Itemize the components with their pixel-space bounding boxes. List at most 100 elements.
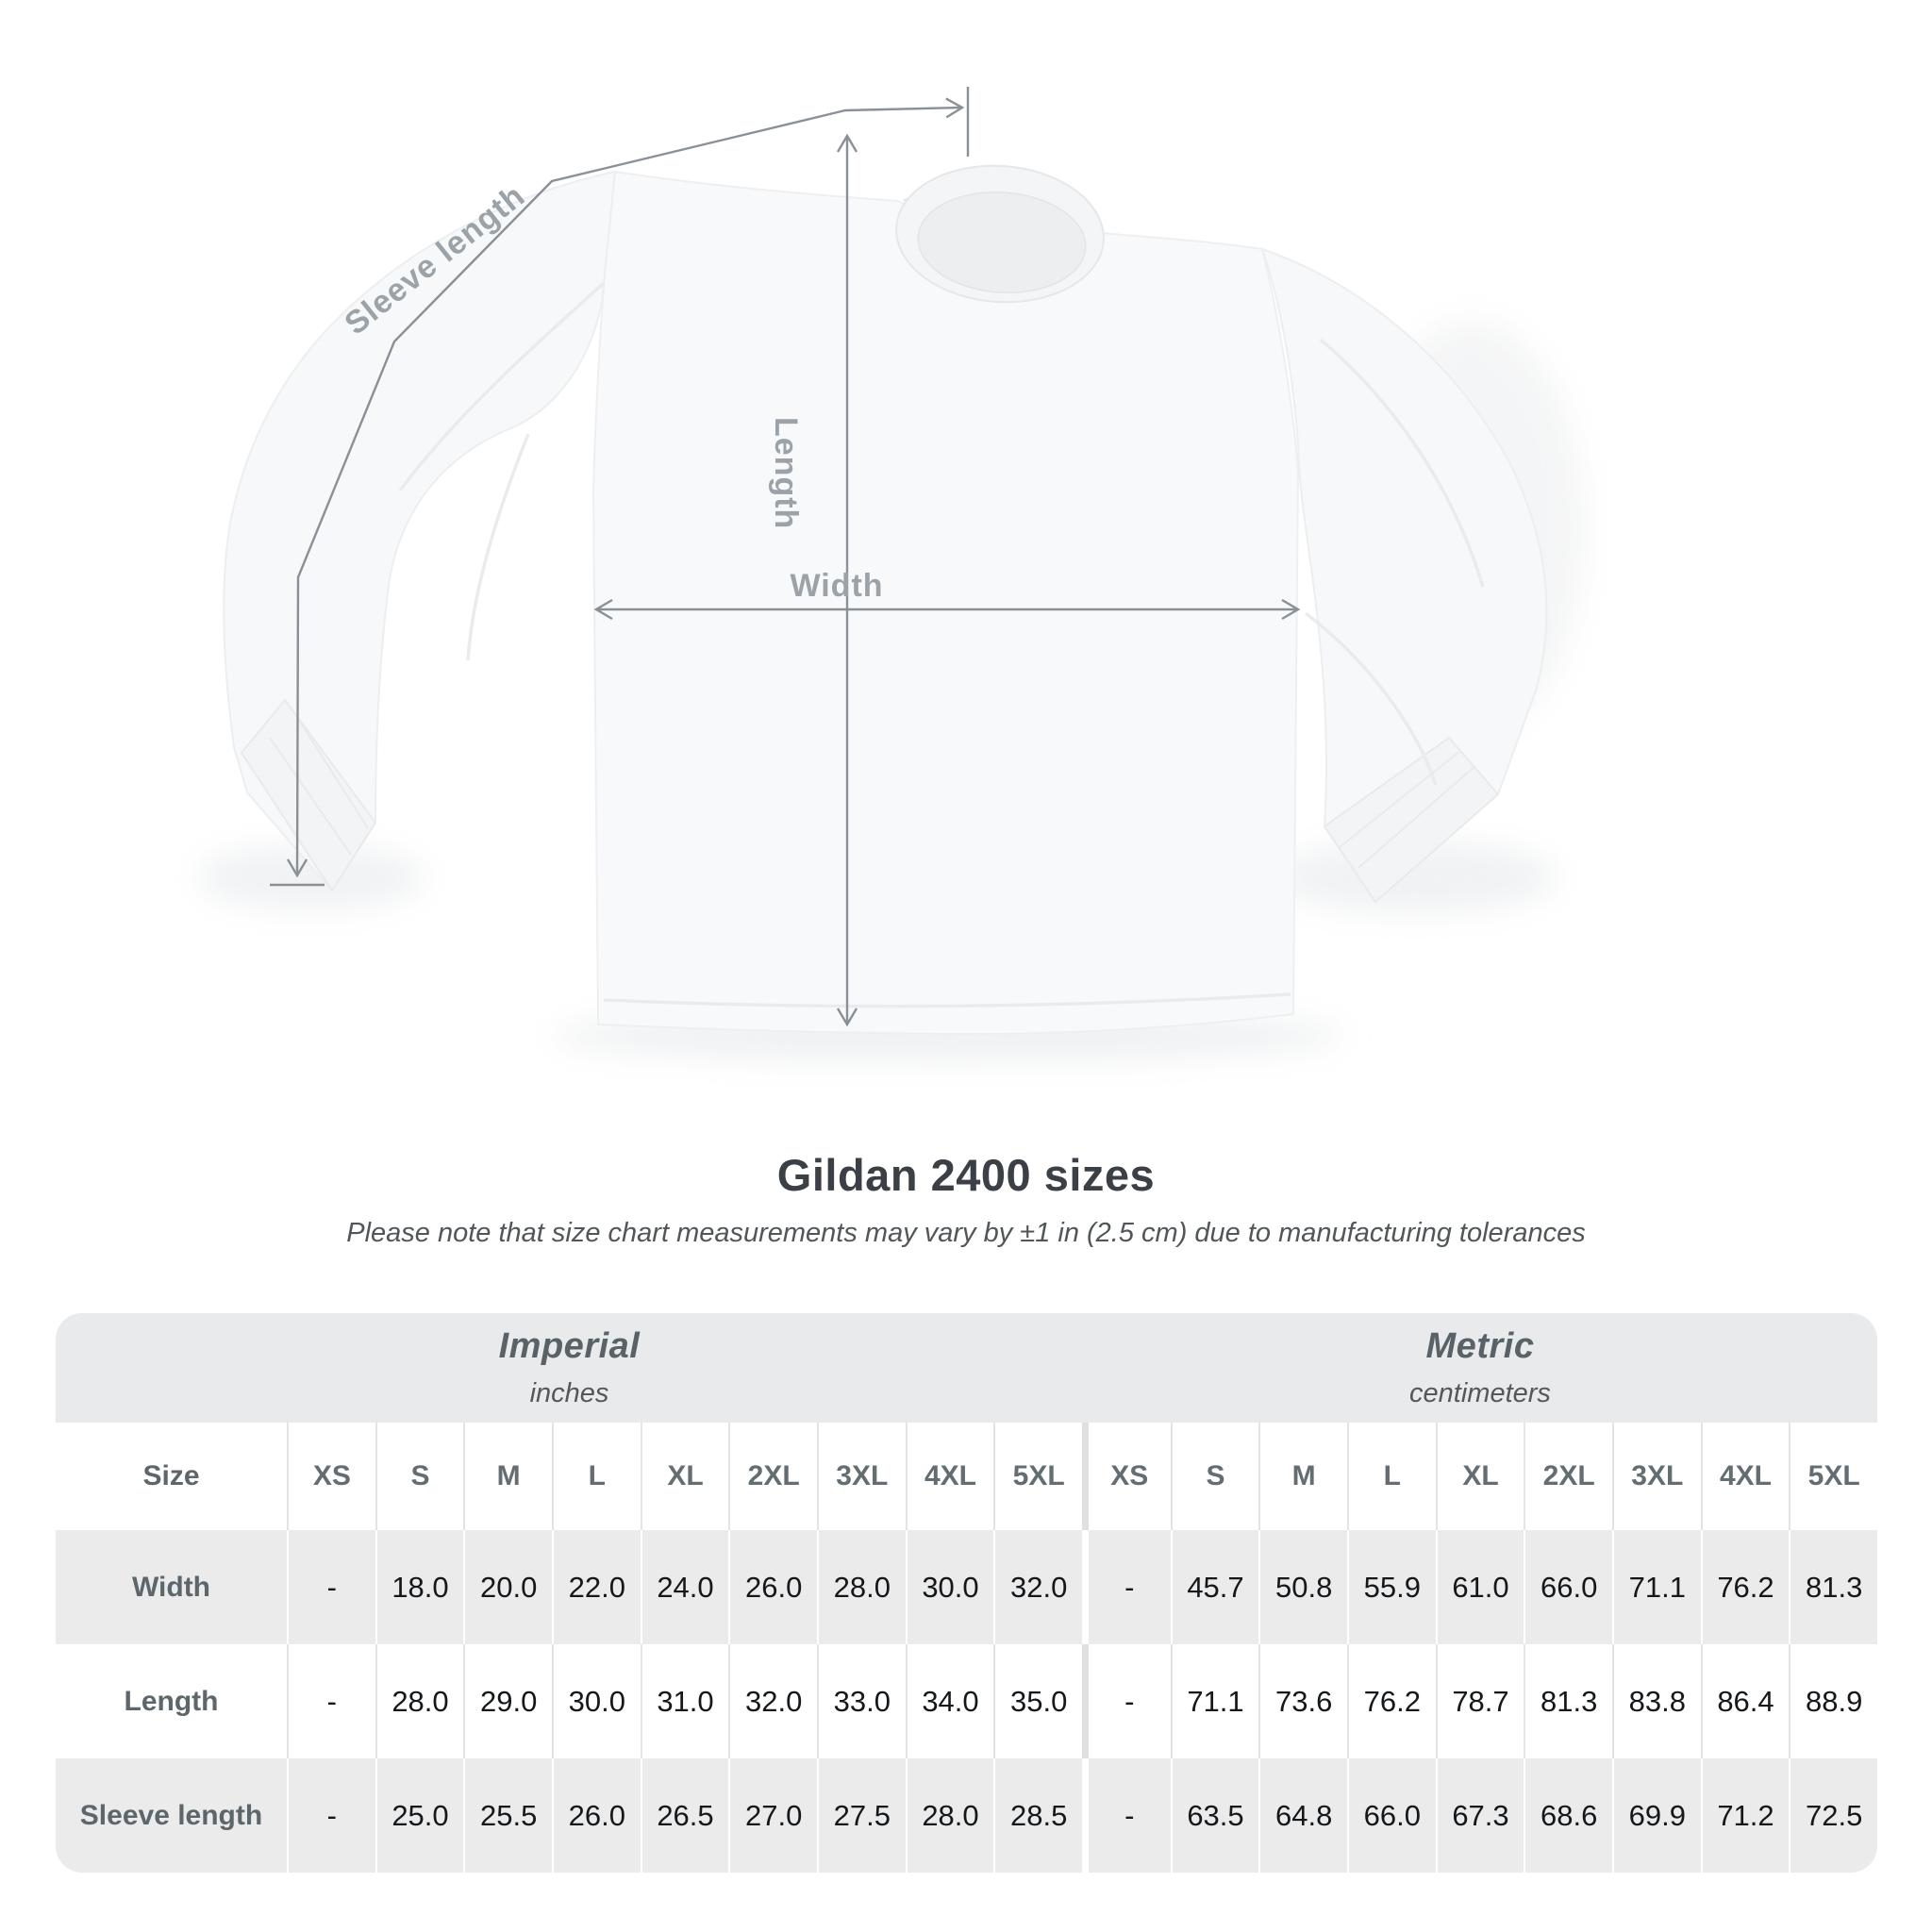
table-row: Sleeve length -25.0 25.5 26.0 26.5 27.0 27.5 28…: [56, 1758, 1877, 1873]
unit-group-imperial: Imperial inches: [56, 1313, 1083, 1423]
size-column-header: 4XL: [905, 1423, 994, 1530]
shirt-body-panel: [591, 170, 1300, 1036]
size-value-cell: 31.0: [640, 1644, 729, 1758]
size-column-header: 4XL: [1700, 1423, 1790, 1530]
size-value-cell: 30.0: [551, 1644, 641, 1758]
size-value-cell: 72.5: [1789, 1758, 1877, 1873]
table-row: Size XS S M L XL 2XL 3XL 4XL 5XL XS S M L XL 2XL 3XL 4XL 5…: [56, 1423, 1877, 1530]
table-row: Length -28.0 29.0 30.0 31.0 32.0 33.0 34.0 35.0-…: [56, 1644, 1877, 1758]
unit-header-band: Imperial inches Metric centimeters: [56, 1313, 1877, 1423]
size-value-cell: 32.0: [728, 1644, 817, 1758]
size-value-cell: 34.0: [905, 1644, 994, 1758]
size-value-cell: 18.0: [375, 1530, 464, 1644]
right-cuff-ribs: [1339, 750, 1476, 869]
size-value-cell: 64.8: [1258, 1758, 1347, 1873]
size-column-header: S: [375, 1423, 464, 1530]
size-value-cell: 81.3: [1524, 1644, 1612, 1758]
size-value-cell: 25.0: [375, 1758, 464, 1873]
size-value-cell: 32.0: [993, 1530, 1082, 1644]
length-label: Length: [768, 417, 804, 529]
width-label: Width: [790, 568, 883, 604]
size-value-cell: 55.9: [1346, 1530, 1436, 1644]
heading-block: Gildan 2400 sizes Please note that size …: [0, 1149, 1932, 1249]
size-value-cell: 86.4: [1700, 1644, 1790, 1758]
size-value-cell: 25.5: [463, 1758, 552, 1873]
page-title: Gildan 2400 sizes: [776, 1150, 1156, 1200]
size-value-cell: 35.0: [993, 1644, 1082, 1758]
size-column-header: L: [1346, 1423, 1436, 1530]
size-value-cell: -: [1081, 1644, 1171, 1758]
page-subtitle: Please note that size chart measurements…: [346, 1218, 1586, 1248]
size-value-cell: -: [287, 1758, 375, 1873]
size-column-header: XL: [1435, 1423, 1524, 1530]
shirt-measurement-diagram: Sleeve length Length Width: [198, 87, 1585, 1060]
size-value-cell: 76.2: [1700, 1530, 1790, 1644]
shirt-right-sleeve: [1260, 247, 1548, 904]
size-value-cell: 66.0: [1346, 1758, 1436, 1873]
size-value-cell: 76.2: [1346, 1644, 1436, 1758]
metric-unit-label: centimeters: [1409, 1378, 1551, 1408]
measurement-lines: [270, 87, 1301, 1027]
row-label: Sleeve length: [79, 1799, 263, 1831]
size-value-cell: 67.3: [1435, 1758, 1524, 1873]
size-value-cell: 61.0: [1435, 1530, 1524, 1644]
size-column-header: 3XL: [816, 1423, 906, 1530]
size-column-header: M: [1258, 1423, 1347, 1530]
size-value-cell: 28.0: [816, 1530, 906, 1644]
size-value-cell: 27.0: [728, 1758, 817, 1873]
size-value-cell: 88.9: [1789, 1644, 1877, 1758]
size-column-header: 5XL: [1789, 1423, 1877, 1530]
imperial-label: Imperial: [498, 1326, 641, 1366]
size-value-cell: 28.5: [993, 1758, 1082, 1873]
size-value-cell: 71.1: [1611, 1530, 1701, 1644]
size-value-cell: 24.0: [640, 1530, 729, 1644]
size-value-cell: -: [1081, 1530, 1171, 1644]
size-value-cell: -: [287, 1530, 375, 1644]
size-value-cell: 83.8: [1611, 1644, 1701, 1758]
size-column-header: XL: [640, 1423, 729, 1530]
size-value-cell: 26.5: [640, 1758, 729, 1873]
size-value-cell: 28.0: [905, 1758, 994, 1873]
size-column-header: 2XL: [1524, 1423, 1612, 1530]
size-value-cell: 29.0: [463, 1644, 552, 1758]
size-column-header: L: [551, 1423, 641, 1530]
size-value-cell: 69.9: [1611, 1758, 1701, 1873]
size-value-cell: 73.6: [1258, 1644, 1347, 1758]
unit-group-metric: Metric centimeters: [1083, 1313, 1877, 1423]
size-column-header: XS: [1081, 1423, 1171, 1530]
table-rows: Size XS S M L XL 2XL 3XL 4XL 5XL XS S M L XL 2XL 3XL 4XL 5…: [56, 1423, 1877, 1873]
size-value-cell: 30.0: [905, 1530, 994, 1644]
imperial-unit-label: inches: [529, 1378, 609, 1408]
row-label: Length: [124, 1685, 219, 1717]
size-value-cell: -: [1081, 1758, 1171, 1873]
size-column-header: XS: [287, 1423, 375, 1530]
size-table: Imperial inches Metric centimeters Size X…: [56, 1313, 1877, 1873]
size-value-cell: 50.8: [1258, 1530, 1347, 1644]
size-value-cell: -: [287, 1644, 375, 1758]
size-column-header: M: [463, 1423, 552, 1530]
size-value-cell: 26.0: [551, 1758, 641, 1873]
metric-label: Metric: [1425, 1326, 1535, 1366]
size-value-cell: 20.0: [463, 1530, 552, 1644]
sleeve-length-line: [287, 97, 965, 878]
size-value-cell: 28.0: [375, 1644, 464, 1758]
size-value-cell: 71.2: [1700, 1758, 1790, 1873]
size-column-header: S: [1170, 1423, 1259, 1530]
size-value-cell: 66.0: [1524, 1530, 1612, 1644]
size-value-cell: 63.5: [1170, 1758, 1259, 1873]
size-value-cell: 78.7: [1435, 1644, 1524, 1758]
size-column-header: 3XL: [1611, 1423, 1701, 1530]
size-value-cell: 26.0: [728, 1530, 817, 1644]
size-value-cell: 68.6: [1524, 1758, 1612, 1873]
size-column-header: 2XL: [728, 1423, 817, 1530]
row-label: Width: [131, 1571, 211, 1603]
size-column-header: 5XL: [993, 1423, 1082, 1530]
size-value-cell: 45.7: [1170, 1530, 1259, 1644]
size-value-cell: 81.3: [1789, 1530, 1877, 1644]
size-value-cell: 71.1: [1170, 1644, 1259, 1758]
size-value-cell: 22.0: [551, 1530, 641, 1644]
size-column-title: Size: [142, 1460, 200, 1491]
table-row: Width -18.0 20.0 22.0 24.0 26.0 28.0 30.0 32.0-4…: [56, 1530, 1877, 1644]
size-value-cell: 33.0: [816, 1644, 906, 1758]
